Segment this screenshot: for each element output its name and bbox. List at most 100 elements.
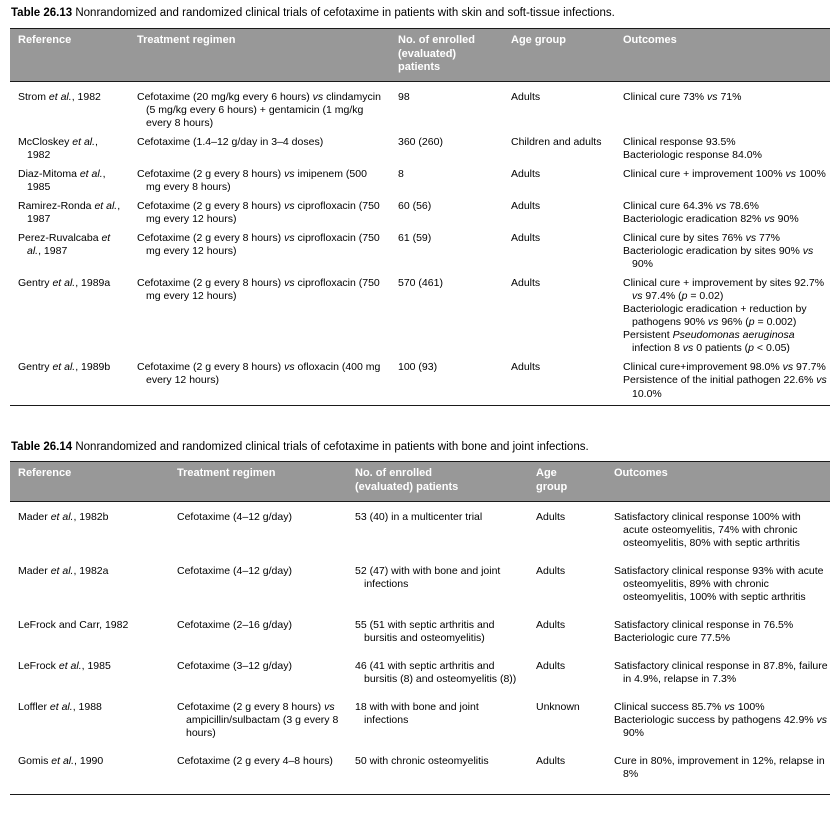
- cell-patients: 60 (56): [398, 200, 432, 213]
- table-26-14-caption: Table 26.14 Nonrandomized and randomized…: [11, 440, 830, 455]
- table-26-13-caption: Table 26.13 Nonrandomized and randomized…: [11, 6, 830, 21]
- cell-age-group: Adults: [536, 755, 566, 768]
- cell-reference: Gentry et al., 1989a: [18, 277, 111, 290]
- cell-treatment-regimen: Cefotaxime (2 g every 8 hours) vs ciprof…: [137, 200, 380, 226]
- cell-patients: 46 (41 with septic arthritis and bursiti…: [355, 660, 517, 686]
- cell-outcomes: Satisfactory clinical response 100% with…: [614, 510, 801, 549]
- cell-patients: 52 (47) with with bone and joint infecti…: [355, 565, 501, 591]
- cell-treatment-regimen: Cefotaxime (4–12 g/day): [177, 565, 292, 577]
- cell-age-group: Adults: [511, 168, 541, 181]
- table-26-14: Reference Treatment regimen No. of enrol…: [10, 461, 830, 796]
- cell-treatment-regimen: Cefotaxime (2 g every 8 hours) vs ofloxa…: [137, 361, 381, 387]
- table-26-14-caption-text: Nonrandomized and randomized clinical tr…: [75, 440, 589, 453]
- header-row: Reference Treatment regimen No. of enrol…: [10, 27, 830, 83]
- cell-outcomes: Clinical cure 73% vs 71%: [623, 91, 742, 104]
- cell-patients: 55 (51 with septic arthritis and bursiti…: [355, 619, 495, 645]
- table-26-13: Reference Treatment regimen No. of enrol…: [10, 27, 830, 406]
- cell-age-group: Unknown: [536, 701, 580, 714]
- table-26-14-body: Mader et al., 1982b Cefotaxime (4–12 g/d…: [10, 501, 830, 794]
- cell-treatment-regimen: Cefotaxime (2 g every 8 hours) vs ampici…: [177, 701, 339, 740]
- cell-reference: McCloskey et al., 1982: [18, 136, 98, 162]
- cell-outcomes: Satisfactory clinical response in 76.5% B…: [614, 619, 794, 645]
- cell-reference: Diaz-Mitoma et al., 1985: [18, 168, 106, 194]
- col-header-reference: Reference: [10, 461, 177, 502]
- cell-outcomes: Clinical cure 64.3% vs 78.6% Bacteriologi…: [623, 200, 799, 226]
- table-row: Strom et al., 1982 Cefotaxime (20 mg/kg …: [10, 82, 830, 135]
- cell-reference: Gomis et al., 1990: [18, 755, 104, 768]
- cell-outcomes: Clinical cure + improvement by sites 92.…: [623, 277, 825, 355]
- cell-age-group: Children and adults: [511, 136, 602, 149]
- table-row: Gentry et al., 1989b Cefotaxime (2 g eve…: [10, 359, 830, 405]
- cell-reference: Gentry et al., 1989b: [18, 361, 111, 374]
- cell-reference: Loffler et al., 1988: [18, 701, 102, 714]
- cell-outcomes: Clinical success 85.7% vs 100% Bacteriolo…: [614, 701, 828, 740]
- cell-reference: Mader et al., 1982b: [18, 510, 109, 523]
- table-row: Ramirez-Ronda et al., 1987 Cefotaxime (2…: [10, 198, 830, 230]
- cell-patients: 53 (40) in a multicenter trial: [355, 510, 483, 523]
- cell-reference: Ramirez-Ronda et al., 1987: [18, 200, 121, 226]
- table-row: Gentry et al., 1989a Cefotaxime (2 g eve…: [10, 275, 830, 359]
- cell-treatment-regimen: Cefotaxime (2 g every 8 hours) vs imipen…: [137, 168, 367, 194]
- cell-age-group: Adults: [511, 200, 541, 213]
- col-header-treatment-regimen: Treatment regimen: [137, 27, 398, 83]
- table-26-13-block: Table 26.13 Nonrandomized and randomized…: [10, 6, 830, 406]
- col-header-patients: No. of enrolled (evaluated) patients: [355, 461, 536, 502]
- col-header-age-group: Age group: [536, 461, 614, 502]
- cell-age-group: Adults: [536, 660, 566, 673]
- cell-outcomes: Clinical cure+improvement 98.0% vs 97.7%…: [623, 361, 827, 400]
- cell-reference: Mader et al., 1982a: [18, 565, 109, 577]
- cell-age-group: Adults: [511, 277, 541, 290]
- cell-age-group: Adults: [536, 619, 566, 632]
- table-26-14-header: Reference Treatment regimen No. of enrol…: [10, 461, 830, 502]
- table-row: Loffler et al., 1988 Cefotaxime (2 g eve…: [10, 699, 830, 753]
- cell-reference: LeFrock et al., 1985: [18, 660, 111, 673]
- col-header-age-group: Age group: [511, 27, 623, 83]
- table-row: Mader et al., 1982a Cefotaxime (4–12 g/d…: [10, 563, 830, 617]
- cell-reference: LeFrock and Carr, 1982: [18, 619, 129, 632]
- col-header-treatment-regimen: Treatment regimen: [177, 461, 355, 502]
- table-row: Diaz-Mitoma et al., 1985 Cefotaxime (2 g…: [10, 166, 830, 198]
- table-26-14-block: Table 26.14 Nonrandomized and randomized…: [10, 440, 830, 796]
- cell-patients: 100 (93): [398, 361, 438, 374]
- cell-patients: 360 (260): [398, 136, 443, 149]
- cell-patients: 8: [398, 168, 404, 181]
- cell-treatment-regimen: Cefotaxime (1.4–12 g/day in 3–4 doses): [137, 136, 324, 149]
- cell-patients: 18 with with bone and joint infections: [355, 701, 479, 727]
- cell-treatment-regimen: Cefotaxime (2 g every 8 hours) vs ciprof…: [137, 232, 380, 258]
- cell-age-group: Adults: [511, 361, 541, 374]
- cell-age-group: Adults: [511, 91, 541, 104]
- table-row: Gomis et al., 1990 Cefotaxime (2 g every…: [10, 753, 830, 795]
- cell-patients: 50 with chronic osteomyelitis: [355, 755, 489, 768]
- cell-outcomes: Clinical cure + improvement 100% vs 100%: [623, 168, 826, 181]
- cell-outcomes: Satisfactory clinical response in 87.8%,…: [614, 660, 828, 686]
- table-26-13-header: Reference Treatment regimen No. of enrol…: [10, 27, 830, 83]
- table-26-14-caption-label: Table 26.14: [11, 440, 73, 453]
- table-26-13-body: Strom et al., 1982 Cefotaxime (20 mg/kg …: [10, 82, 830, 405]
- cell-treatment-regimen: Cefotaxime (3–12 g/day): [177, 660, 292, 673]
- cell-reference: Perez-Ruvalcaba et al., 1987: [18, 232, 111, 258]
- cell-patients: 570 (461): [398, 277, 443, 290]
- table-26-13-caption-text: Nonrandomized and randomized clinical tr…: [75, 7, 615, 19]
- header-row: Reference Treatment regimen No. of enrol…: [10, 461, 830, 502]
- cell-treatment-regimen: Cefotaxime (4–12 g/day): [177, 510, 292, 523]
- col-header-reference: Reference: [10, 27, 137, 83]
- cell-age-group: Adults: [536, 510, 566, 523]
- cell-age-group: Adults: [536, 565, 566, 577]
- col-header-outcomes: Outcomes: [623, 27, 830, 83]
- cell-outcomes: Clinical cure by sites 76% vs 77% Bacteri…: [623, 232, 814, 271]
- cell-patients: 61 (59): [398, 232, 432, 245]
- table-row: McCloskey et al., 1982 Cefotaxime (1.4–1…: [10, 134, 830, 166]
- cell-outcomes: Cure in 80%, improvement in 12%, relapse…: [614, 755, 825, 781]
- cell-age-group: Adults: [511, 232, 541, 245]
- table-row: LeFrock et al., 1985 Cefotaxime (3–12 g/…: [10, 658, 830, 699]
- cell-patients: 98: [398, 91, 410, 104]
- table-26-13-caption-label: Table 26.13: [11, 7, 73, 19]
- col-header-outcomes: Outcomes: [614, 461, 830, 502]
- cell-outcomes: Satisfactory clinical response 93% with …: [614, 565, 824, 604]
- cell-treatment-regimen: Cefotaxime (2–16 g/day): [177, 619, 292, 632]
- cell-treatment-regimen: Cefotaxime (2 g every 4–8 hours): [177, 755, 333, 768]
- table-row: Perez-Ruvalcaba et al., 1987 Cefotaxime …: [10, 230, 830, 275]
- cell-outcomes: Clinical response 93.5% Bacteriologic res…: [623, 136, 762, 162]
- table-row: Mader et al., 1982b Cefotaxime (4–12 g/d…: [10, 501, 830, 563]
- cell-treatment-regimen: Cefotaxime (2 g every 8 hours) vs ciprof…: [137, 277, 380, 303]
